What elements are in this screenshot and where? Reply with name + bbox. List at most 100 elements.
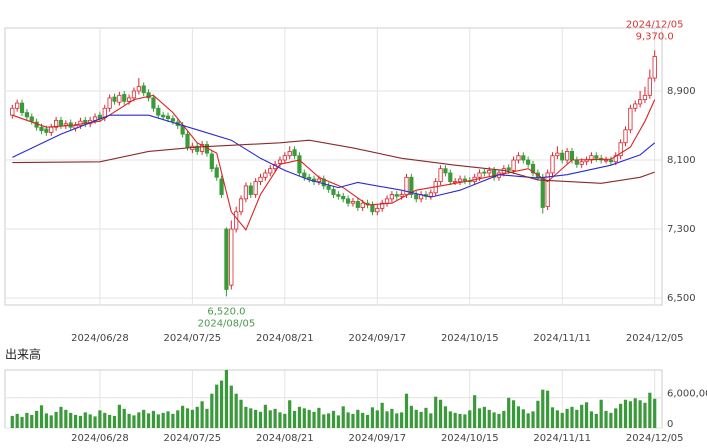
candle-body: [287, 150, 292, 157]
volume-bar: [200, 401, 204, 428]
volume-bar: [336, 415, 340, 428]
volume-bar: [307, 409, 311, 428]
volume-bar: [176, 410, 180, 428]
volume-bar: [156, 414, 160, 428]
candle-body: [555, 152, 560, 157]
candle-body: [428, 192, 433, 197]
volume-bar: [565, 408, 569, 428]
volume-bar: [414, 409, 418, 428]
volume-bar: [604, 410, 608, 428]
candle-body: [584, 159, 589, 163]
x-tick-label: 2024/12/05: [626, 333, 684, 344]
candle-body: [209, 153, 214, 170]
volume-bar: [346, 412, 350, 428]
volume-bar: [443, 406, 448, 428]
volume-bar: [385, 411, 389, 428]
candle-body: [516, 155, 521, 161]
candle-body: [608, 159, 614, 163]
candle-body: [24, 112, 30, 118]
volume-bar: [127, 413, 131, 428]
volume-bar: [64, 409, 68, 428]
candle-body: [594, 155, 599, 159]
candle-body: [355, 201, 360, 208]
candle-body: [156, 107, 161, 116]
moving-average-line: [12, 139, 655, 184]
volume-bar: [429, 413, 433, 428]
volume-bar: [268, 410, 272, 428]
volume-bar: [215, 384, 219, 428]
candle-body: [370, 204, 375, 213]
volume-bar: [434, 396, 438, 428]
volume-bar: [419, 411, 423, 428]
volume-bar: [25, 412, 29, 428]
volume-bar: [589, 411, 594, 428]
candle-body: [248, 185, 253, 195]
volume-bar: [507, 397, 511, 428]
volume-bar: [409, 405, 413, 428]
x-tick-label: 2024/12/05: [626, 433, 684, 444]
volume-bar: [463, 414, 467, 428]
x-tick-label: 2024/11/11: [533, 433, 591, 444]
volume-bar: [78, 415, 83, 428]
volume-bar: [151, 410, 156, 428]
candle-body: [331, 188, 336, 195]
volume-title: 出来高: [5, 347, 41, 362]
volume-bar: [458, 413, 462, 428]
volume-bar: [628, 401, 632, 428]
volume-bar: [195, 406, 199, 428]
candle-body: [350, 201, 356, 204]
volume-bar: [322, 414, 326, 428]
volume-bar: [239, 399, 243, 428]
candle-body: [151, 97, 156, 109]
volume-bar: [190, 409, 194, 428]
volume-bar: [619, 403, 623, 428]
volume-bar: [560, 412, 564, 428]
volume-bar: [331, 410, 336, 428]
volume-bar: [361, 412, 365, 428]
candle-body: [336, 194, 341, 197]
candle-body: [399, 194, 404, 197]
volume-bar: [263, 404, 267, 428]
volume-bar: [643, 402, 647, 428]
volume-bar: [580, 404, 584, 428]
x-tick-label: 2024/10/15: [441, 433, 499, 444]
candle-body: [54, 119, 59, 128]
volume-bar: [482, 406, 486, 428]
candle-body: [638, 99, 643, 105]
candle-body: [530, 163, 536, 174]
candle-body: [550, 155, 555, 174]
candle-body: [526, 159, 531, 165]
volume-bar: [69, 412, 73, 428]
candle-body: [491, 169, 497, 178]
volume-bar: [380, 402, 384, 428]
candle-body: [477, 172, 482, 178]
candle-body: [219, 178, 224, 195]
candle-body: [487, 169, 492, 174]
candle-body: [282, 155, 287, 161]
volume-bar: [73, 414, 78, 428]
annotation-value: 6,520.0: [207, 306, 245, 317]
volume-bar: [166, 411, 170, 428]
candle-body: [642, 94, 648, 101]
volume-bar: [516, 406, 521, 428]
candle-body: [438, 168, 443, 183]
price-panel: [4, 27, 663, 306]
candle-body: [253, 181, 258, 195]
candle-body: [560, 152, 565, 161]
volume-bar: [103, 412, 107, 428]
volume-bar: [132, 415, 136, 428]
candle-body: [618, 142, 623, 157]
candle-body: [394, 194, 399, 197]
volume-bar: [292, 410, 297, 428]
volume-bar: [541, 389, 545, 428]
volume-bar: [424, 407, 428, 428]
moving-average-line: [12, 94, 656, 231]
candle-body: [540, 176, 545, 208]
candle-body: [195, 145, 200, 152]
volume-bar: [181, 405, 185, 428]
candle-body: [409, 176, 414, 195]
volume-bar: [648, 392, 652, 428]
volume-bar: [35, 410, 39, 428]
volume-bar: [161, 412, 165, 428]
volume-bar: [502, 410, 506, 428]
